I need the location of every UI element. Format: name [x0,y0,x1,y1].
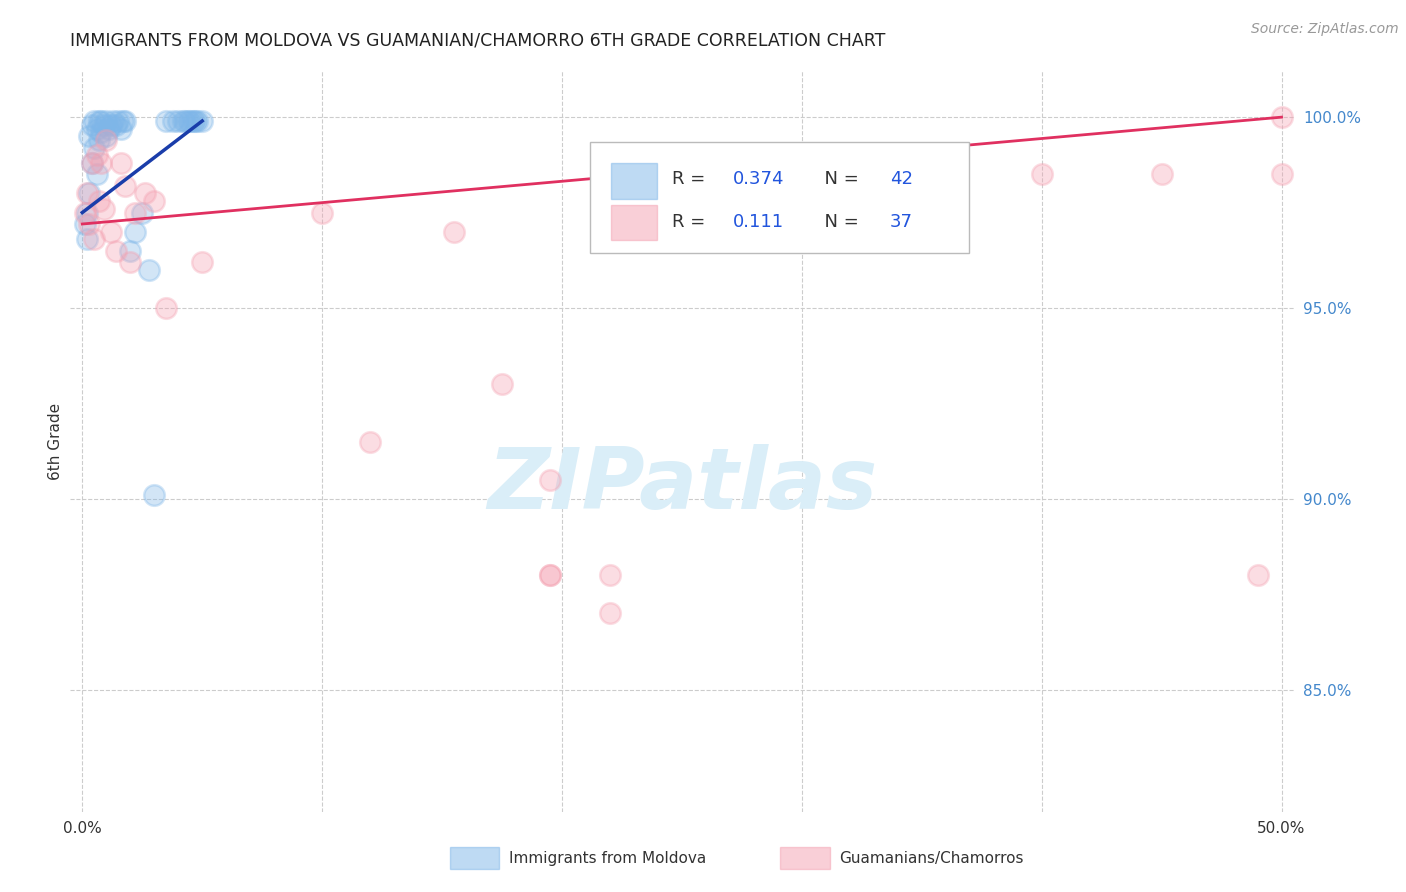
Point [103,114,125,128]
Point [112,114,135,128]
Point [107,114,129,128]
Point [131,205,153,219]
Point [83,232,105,246]
Point [174,114,197,128]
Point [90,114,112,128]
Point [538,473,561,487]
Point [76,205,98,219]
Point [96,114,118,128]
Text: 42: 42 [890,169,912,187]
Y-axis label: 6th Grade: 6th Grade [48,403,63,480]
Point [120,255,142,269]
Point [1270,110,1292,124]
Point [96,133,118,147]
Point [90,156,112,170]
Point [1246,568,1268,582]
Point [538,568,561,582]
Point [443,225,465,239]
Point [80,118,103,132]
Point [155,301,177,315]
Point [79,217,101,231]
Point [93,118,115,132]
Point [538,568,561,582]
Bar [612,204,658,240]
Point [186,114,208,128]
Point [110,156,132,170]
Point [100,118,122,132]
Point [1150,168,1173,182]
Point [143,194,166,208]
Point [73,217,96,231]
Text: N =: N = [813,169,865,187]
Point [97,121,120,136]
Bar [612,163,658,199]
Point [181,114,204,128]
Point [491,377,513,392]
Point [87,194,110,208]
Text: Immigrants from Moldova: Immigrants from Moldova [509,851,706,865]
Point [1270,168,1292,182]
Text: R =: R = [672,212,717,231]
Text: Guamanians/Chamorros: Guamanians/Chamorros [839,851,1024,865]
Point [87,114,110,128]
Point [311,205,333,219]
Point [86,121,108,136]
Point [114,178,136,193]
Point [599,607,621,621]
Point [76,186,98,201]
Point [177,114,200,128]
Point [1031,168,1053,182]
Point [167,114,190,128]
Text: 0.111: 0.111 [734,212,785,231]
Point [76,232,98,246]
Point [86,168,108,182]
Point [359,434,381,449]
Point [755,186,778,201]
Text: Source: ZipAtlas.com: Source: ZipAtlas.com [1251,22,1399,37]
Point [138,262,160,277]
Point [191,255,214,269]
Point [80,156,103,170]
Point [104,118,127,132]
Text: ZIPatlas: ZIPatlas [486,444,877,527]
Point [90,125,112,139]
Point [179,114,201,128]
Point [114,114,136,128]
Text: 0.374: 0.374 [734,169,785,187]
Point [73,205,96,219]
Point [184,114,207,128]
Point [124,225,146,239]
Point [191,114,214,128]
Point [86,148,108,162]
FancyBboxPatch shape [591,142,969,252]
Point [162,114,184,128]
Point [683,205,706,219]
Point [83,141,105,155]
Point [93,202,115,216]
Point [124,205,146,219]
Text: IMMIGRANTS FROM MOLDOVA VS GUAMANIAN/CHAMORRO 6TH GRADE CORRELATION CHART: IMMIGRANTS FROM MOLDOVA VS GUAMANIAN/CHA… [70,31,886,49]
Point [104,244,127,258]
Point [599,205,621,219]
Point [155,114,177,128]
Point [96,129,118,144]
Point [87,133,110,147]
Point [83,114,105,128]
Point [599,568,621,582]
Text: 37: 37 [890,212,912,231]
Point [120,244,142,258]
Text: R =: R = [672,169,711,187]
Point [79,129,101,144]
Point [172,114,194,128]
Point [100,225,122,239]
Text: N =: N = [813,212,865,231]
Point [143,488,166,502]
Point [80,156,103,170]
Point [79,186,101,201]
Point [134,186,156,201]
Point [110,121,132,136]
